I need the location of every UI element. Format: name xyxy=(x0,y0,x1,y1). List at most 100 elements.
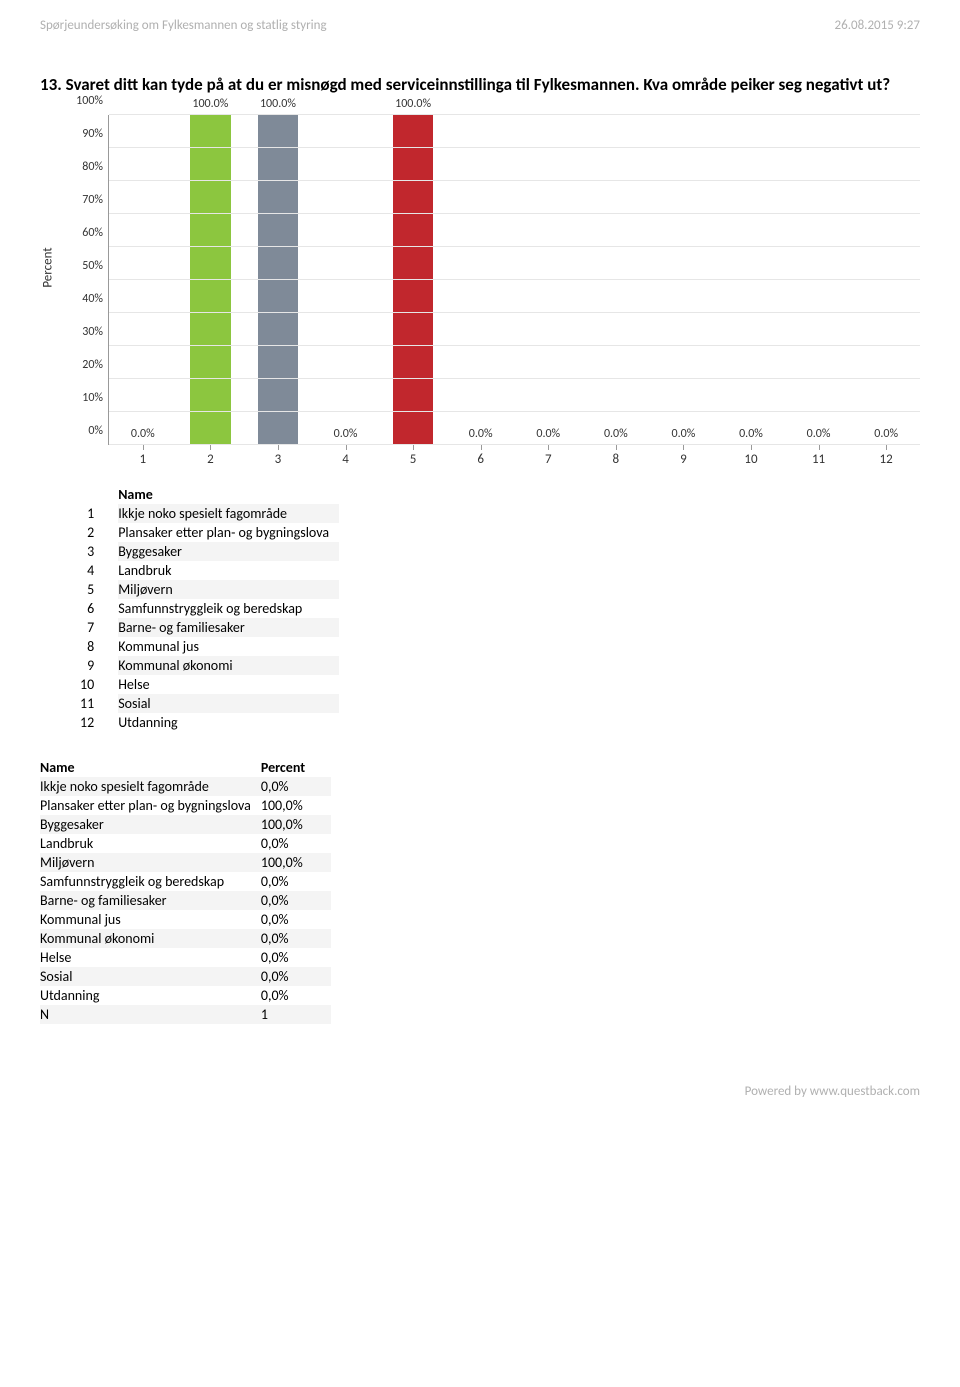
percent-row: Helse0,0% xyxy=(40,948,331,967)
percent-row-name: Ikkje noko spesielt fagområde xyxy=(40,777,261,796)
legend-row: 8Kommunal jus xyxy=(80,637,339,656)
legend-row: 3Byggesaker xyxy=(80,542,339,561)
percent-row-value: 0,0% xyxy=(261,891,331,910)
x-tick-label: 5 xyxy=(379,452,447,467)
legend-row-name: Barne- og familiesaker xyxy=(118,618,339,637)
percent-row: Miljøvern100,0% xyxy=(40,853,331,872)
legend-row-num: 4 xyxy=(80,561,118,580)
grid-line xyxy=(109,213,920,214)
chart-plot: 0.0%1100.0%2100.0%30.0%4100.0%50.0%60.0%… xyxy=(108,115,920,445)
percent-row: Utdanning0,0% xyxy=(40,986,331,1005)
percent-row-value: 0,0% xyxy=(261,967,331,986)
legend-row-num: 7 xyxy=(80,618,118,637)
percent-row-value: 100,0% xyxy=(261,815,331,834)
legend-row-name: Landbruk xyxy=(118,561,339,580)
percent-row-name: Sosial xyxy=(40,967,261,986)
legend-header-num xyxy=(80,485,118,504)
legend-row-name: Utdanning xyxy=(118,713,339,732)
x-tick-mark xyxy=(683,445,684,450)
bar-value-label: 100.0% xyxy=(177,97,245,111)
bar-slot: 100.0%2 xyxy=(177,115,245,445)
legend-row: 10Helse xyxy=(80,675,339,694)
y-tick-label: 80% xyxy=(59,160,103,174)
legend-row-name: Byggesaker xyxy=(118,542,339,561)
bar-value-label: 0.0% xyxy=(109,427,177,441)
x-tick-label: 1 xyxy=(109,452,177,467)
percent-header-val: Percent xyxy=(261,758,331,777)
legend-row-num: 3 xyxy=(80,542,118,561)
legend-row: 12Utdanning xyxy=(80,713,339,732)
chart: Percent 0.0%1100.0%2100.0%30.0%4100.0%50… xyxy=(68,115,920,445)
percent-row-value: 1 xyxy=(261,1005,331,1024)
footer: Powered by www.questback.com xyxy=(40,1084,920,1099)
bar-slot: 0.0%4 xyxy=(312,115,380,445)
y-tick-label: 10% xyxy=(59,391,103,405)
grid-line xyxy=(109,444,920,445)
x-tick-label: 7 xyxy=(514,452,582,467)
bar-slot: 0.0%1 xyxy=(109,115,177,445)
bar-value-label: 0.0% xyxy=(312,427,380,441)
legend-row-name: Helse xyxy=(118,675,339,694)
bar-value-label: 100.0% xyxy=(379,97,447,111)
percent-row: Landbruk0,0% xyxy=(40,834,331,853)
percent-row-value: 100,0% xyxy=(261,853,331,872)
percent-row: Byggesaker100,0% xyxy=(40,815,331,834)
legend-row-name: Miljøvern xyxy=(118,580,339,599)
x-tick-label: 9 xyxy=(650,452,718,467)
y-axis-label: Percent xyxy=(41,247,56,287)
bar xyxy=(190,115,231,445)
x-tick-label: 3 xyxy=(244,452,312,467)
percent-row-value: 0,0% xyxy=(261,834,331,853)
x-tick-label: 8 xyxy=(582,452,650,467)
grid-line xyxy=(109,114,920,115)
legend-row: 6Samfunnstryggleik og beredskap xyxy=(80,599,339,618)
bar-value-label: 0.0% xyxy=(582,427,650,441)
percent-row-name: N xyxy=(40,1005,261,1024)
percent-row-name: Samfunnstryggleik og beredskap xyxy=(40,872,261,891)
y-tick-label: 90% xyxy=(59,127,103,141)
bar-slot: 0.0%10 xyxy=(717,115,785,445)
bar-slot: 0.0%11 xyxy=(785,115,853,445)
x-tick-mark xyxy=(143,445,144,450)
x-tick-mark xyxy=(616,445,617,450)
percent-row-value: 0,0% xyxy=(261,910,331,929)
x-tick-mark xyxy=(413,445,414,450)
bar-slot: 0.0%12 xyxy=(852,115,920,445)
x-tick-label: 2 xyxy=(177,452,245,467)
percent-row: Kommunal økonomi0,0% xyxy=(40,929,331,948)
legend-row-name: Plansaker etter plan- og bygningslova xyxy=(118,523,339,542)
x-tick-mark xyxy=(481,445,482,450)
y-tick-label: 70% xyxy=(59,193,103,207)
bar xyxy=(258,115,299,445)
bar-slot: 0.0%6 xyxy=(447,115,515,445)
legend-table: Name 1Ikkje noko spesielt fagområde2Plan… xyxy=(80,485,339,732)
grid-line xyxy=(109,147,920,148)
question-title: 13. Svaret ditt kan tyde på at du er mis… xyxy=(40,73,920,97)
grid-line xyxy=(109,246,920,247)
percent-row-name: Miljøvern xyxy=(40,853,261,872)
x-tick-mark xyxy=(278,445,279,450)
percent-row: Samfunnstryggleik og beredskap0,0% xyxy=(40,872,331,891)
bar-slot: 100.0%3 xyxy=(244,115,312,445)
grid-line xyxy=(109,279,920,280)
y-tick-label: 60% xyxy=(59,226,103,240)
x-tick-label: 12 xyxy=(852,452,920,467)
legend-row-num: 11 xyxy=(80,694,118,713)
percent-row-name: Helse xyxy=(40,948,261,967)
x-tick-label: 11 xyxy=(785,452,853,467)
x-tick-label: 6 xyxy=(447,452,515,467)
bar-value-label: 0.0% xyxy=(447,427,515,441)
bar-value-label: 0.0% xyxy=(852,427,920,441)
grid-line xyxy=(109,180,920,181)
grid-line xyxy=(109,378,920,379)
y-tick-label: 20% xyxy=(59,358,103,372)
page: Spørjeundersøking om Fylkesmannen og sta… xyxy=(0,0,960,1129)
bar-value-label: 0.0% xyxy=(785,427,853,441)
y-tick-label: 0% xyxy=(59,424,103,438)
bar-slot: 0.0%7 xyxy=(514,115,582,445)
legend-row: 7Barne- og familiesaker xyxy=(80,618,339,637)
percent-row: N1 xyxy=(40,1005,331,1024)
legend-row-name: Ikkje noko spesielt fagområde xyxy=(118,504,339,523)
legend-header-name: Name xyxy=(118,485,339,504)
legend-row-num: 12 xyxy=(80,713,118,732)
